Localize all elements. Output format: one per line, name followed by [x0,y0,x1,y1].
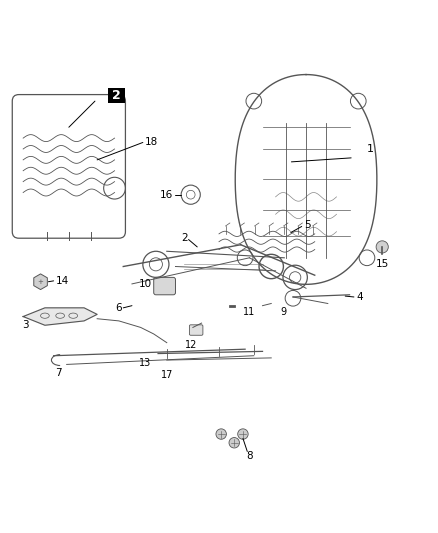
Circle shape [376,241,389,253]
Circle shape [238,429,248,439]
Text: 9: 9 [280,307,286,317]
Text: 13: 13 [139,358,152,368]
Text: 10: 10 [138,279,152,289]
Text: 11: 11 [243,307,255,317]
Text: 6: 6 [116,303,122,313]
Text: 2: 2 [181,233,187,243]
Text: 15: 15 [375,260,389,269]
Text: 12: 12 [184,340,197,350]
Circle shape [229,438,240,448]
Text: 1: 1 [367,144,374,154]
Text: 7: 7 [55,368,61,378]
FancyBboxPatch shape [154,277,176,295]
Text: +: + [38,279,43,285]
Circle shape [216,429,226,439]
Text: 16: 16 [160,190,173,200]
Text: 3: 3 [22,320,28,330]
FancyBboxPatch shape [108,88,125,103]
Text: 18: 18 [145,138,158,148]
Text: 5: 5 [304,220,311,230]
Text: 14: 14 [56,276,69,286]
Polygon shape [23,308,97,325]
Text: 8: 8 [246,451,253,461]
Text: 2: 2 [113,90,121,102]
Text: 4: 4 [356,292,363,302]
FancyBboxPatch shape [189,325,203,335]
Text: 17: 17 [161,370,173,381]
